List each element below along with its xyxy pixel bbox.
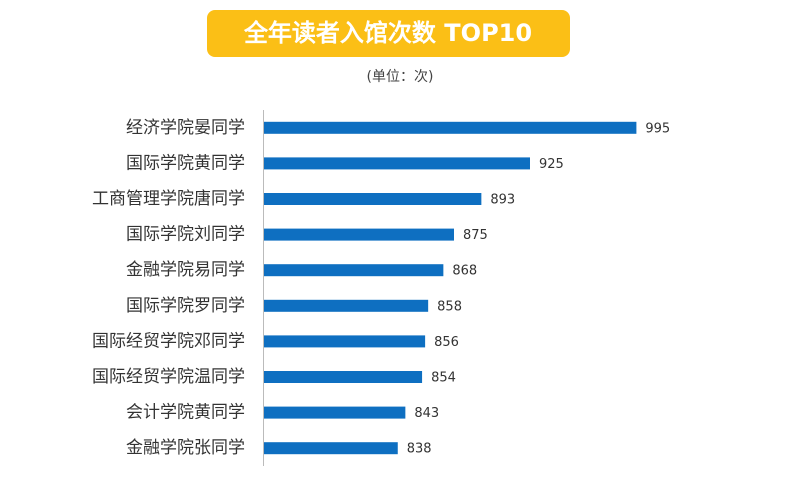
bar xyxy=(264,264,444,277)
bar xyxy=(264,442,398,455)
value-label: 995 xyxy=(645,121,670,136)
value-label: 854 xyxy=(431,371,456,386)
value-label: 868 xyxy=(452,264,477,279)
bar xyxy=(264,406,406,419)
category-label: 金融学院易同学 xyxy=(126,260,245,280)
value-label: 843 xyxy=(414,406,439,421)
category-label: 国际学院罗同学 xyxy=(126,296,245,316)
value-label: 856 xyxy=(434,335,459,350)
category-label: 工商管理学院唐同学 xyxy=(92,188,245,209)
category-label: 国际经贸学院温同学 xyxy=(92,367,245,387)
category-label: 国际学院黄同学 xyxy=(126,153,245,173)
category-label: 金融学院张同学 xyxy=(126,438,245,458)
value-label: 925 xyxy=(539,157,564,172)
bar xyxy=(264,228,454,241)
chart-title: 全年读者入馆次数 TOP10 xyxy=(243,19,532,47)
bar xyxy=(264,157,530,170)
category-label: 国际经贸学院邓同学 xyxy=(92,331,245,351)
value-label: 838 xyxy=(407,442,432,457)
bar xyxy=(264,371,423,383)
bar xyxy=(264,121,637,134)
value-label: 858 xyxy=(437,299,462,314)
category-label: 国际学院刘同学 xyxy=(126,225,245,245)
title-box xyxy=(207,10,570,57)
bar xyxy=(264,299,429,312)
bar xyxy=(264,335,426,348)
category-label: 会计学院黄同学 xyxy=(126,403,245,423)
chart-subtitle: (单位：次) xyxy=(367,69,434,85)
value-label: 893 xyxy=(490,193,515,208)
category-label: 经济学院晏同学 xyxy=(126,118,245,138)
value-label: 875 xyxy=(463,228,488,243)
bar xyxy=(264,193,482,205)
